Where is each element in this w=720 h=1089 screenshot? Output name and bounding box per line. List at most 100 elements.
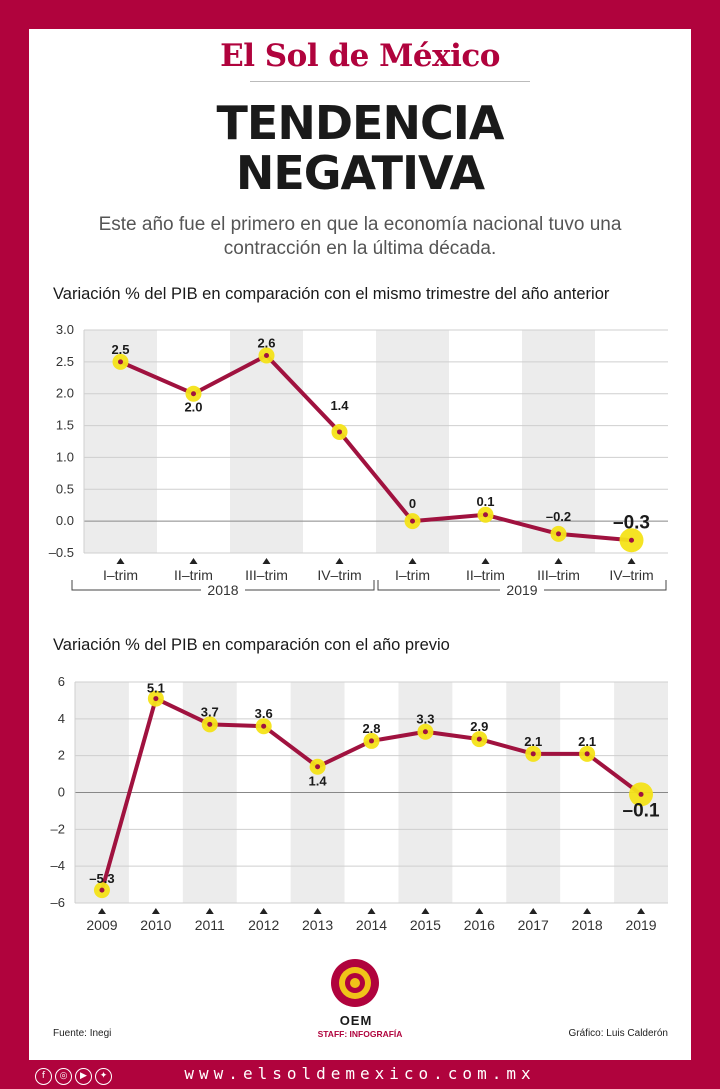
x-tick-label: 2016	[464, 917, 495, 933]
data-point-core	[315, 764, 321, 770]
x-tick-label: 2013	[302, 917, 333, 933]
data-point-core	[261, 723, 267, 729]
data-label: 0	[409, 496, 416, 511]
instagram-icon[interactable]: ◎	[55, 1068, 72, 1085]
staff-credit: STAFF: INFOGRAFÍA	[317, 1029, 403, 1039]
y-tick-label: 0.0	[56, 513, 74, 528]
category-marker-icon	[116, 558, 125, 564]
data-label: –0.1	[623, 800, 660, 821]
x-tick-label: 2015	[410, 917, 441, 933]
data-point-core	[410, 518, 415, 524]
series-line	[119, 353, 632, 543]
data-label: 0.1	[476, 494, 494, 509]
data-point-core	[118, 359, 123, 365]
data-point-core	[99, 887, 105, 893]
y-tick-label: 1.5	[56, 418, 74, 433]
data-point-core	[556, 531, 561, 537]
x-tick-label: II–trim	[466, 567, 505, 583]
x-tick-label: 2019	[625, 917, 656, 933]
category-marker-icon	[259, 908, 268, 914]
data-label: 3.7	[201, 704, 219, 719]
y-tick-label: –0.5	[49, 545, 74, 560]
y-tick-label: 4	[58, 711, 65, 726]
subtitle-line1: Este año fue el primero en que la econom…	[98, 214, 622, 235]
data-point-core	[191, 391, 196, 397]
headline-line1: TENDENCIA	[216, 96, 505, 150]
x-tick-label: 2018	[572, 917, 603, 933]
y-tick-label: 0.5	[56, 481, 74, 496]
data-point-core	[629, 537, 634, 543]
category-marker-icon	[529, 908, 538, 914]
data-label: 5.1	[147, 681, 165, 696]
x-tick-label: 2009	[86, 917, 117, 933]
x-tick-label: III–trim	[245, 567, 288, 583]
x-tick-label: II–trim	[174, 567, 213, 583]
year-group-label: 2018	[207, 582, 238, 598]
category-marker-icon	[205, 908, 214, 914]
category-marker-icon	[554, 558, 563, 564]
category-marker-icon	[408, 558, 417, 564]
y-tick-label: 0	[58, 785, 65, 800]
column-band	[522, 330, 595, 553]
data-point-core	[584, 751, 590, 757]
x-tick-label: 2017	[518, 917, 549, 933]
category-marker-icon	[481, 558, 490, 564]
y-tick-label: 6	[58, 674, 65, 689]
x-tick-label: III–trim	[537, 567, 580, 583]
subtitle-line2: contracción en la última década.	[223, 238, 497, 259]
data-point-core	[264, 352, 269, 358]
y-tick-label: 2	[58, 748, 65, 763]
x-tick-label: 2014	[356, 917, 387, 933]
data-label: 2.9	[470, 719, 488, 734]
year-group-label: 2019	[506, 582, 537, 598]
category-marker-icon	[97, 908, 106, 914]
data-point-core	[207, 721, 213, 727]
oem-logo-text: OEM	[339, 1013, 373, 1028]
youtube-icon[interactable]: ▶	[75, 1068, 92, 1085]
chart2-title: Variación % del PIB en comparación con e…	[53, 636, 450, 654]
x-tick-label: IV–trim	[317, 567, 361, 583]
chart1-title: Variación % del PIB en comparación con e…	[53, 285, 610, 303]
data-label: 3.3	[416, 712, 434, 727]
data-label: 1.4	[309, 774, 328, 789]
category-marker-icon	[151, 908, 160, 914]
category-marker-icon	[421, 908, 430, 914]
category-marker-icon	[475, 908, 484, 914]
data-label: 2.1	[524, 734, 542, 749]
category-marker-icon	[262, 558, 271, 564]
y-tick-label: 2.0	[56, 386, 74, 401]
y-tick-label: –2	[51, 821, 65, 836]
data-point-core	[476, 736, 482, 742]
category-marker-icon	[335, 558, 344, 564]
x-tick-label: I–trim	[103, 567, 138, 583]
x-tick-label: I–trim	[395, 567, 430, 583]
website-url[interactable]: www.elsoldemexico.com.mx	[184, 1064, 536, 1083]
data-point-core	[153, 696, 159, 702]
facebook-icon[interactable]: f	[35, 1068, 52, 1085]
data-label: 2.0	[184, 400, 202, 415]
data-point-core	[337, 429, 342, 435]
category-marker-icon	[583, 908, 592, 914]
data-label: –0.3	[613, 512, 650, 533]
y-tick-label: 2.5	[56, 354, 74, 369]
data-point-core	[422, 729, 428, 735]
y-tick-label: 3.0	[56, 322, 74, 337]
oem-emblem-icon	[331, 959, 379, 1007]
data-label: 2.8	[362, 721, 380, 736]
annual-gdp-chart: 6 4 2 0 –2 –4 –6 2009 2010 2011 2012 2013 2014 2015 20…	[51, 674, 668, 933]
quarterly-gdp-chart: 3.0 2.5 2.0 1.5 1.0 0.5 0.0 –0.5 I–trim II–trim II…	[49, 322, 668, 598]
y-tick-label: –6	[51, 895, 65, 910]
category-marker-icon	[189, 558, 198, 564]
twitter-icon[interactable]: ✦	[95, 1068, 112, 1085]
data-label: 2.1	[578, 734, 596, 749]
year-label-bg	[500, 581, 544, 597]
y-tick-label: –4	[51, 858, 65, 873]
category-marker-icon	[367, 908, 376, 914]
x-tick-label: 2011	[195, 917, 225, 933]
headline-line2: NEGATIVA	[235, 146, 485, 200]
y-tick-label: 1.0	[56, 449, 74, 464]
data-label: 2.5	[111, 342, 129, 357]
x-tick-label: 2010	[140, 917, 171, 933]
data-point-core	[530, 751, 536, 757]
category-marker-icon	[627, 558, 636, 564]
